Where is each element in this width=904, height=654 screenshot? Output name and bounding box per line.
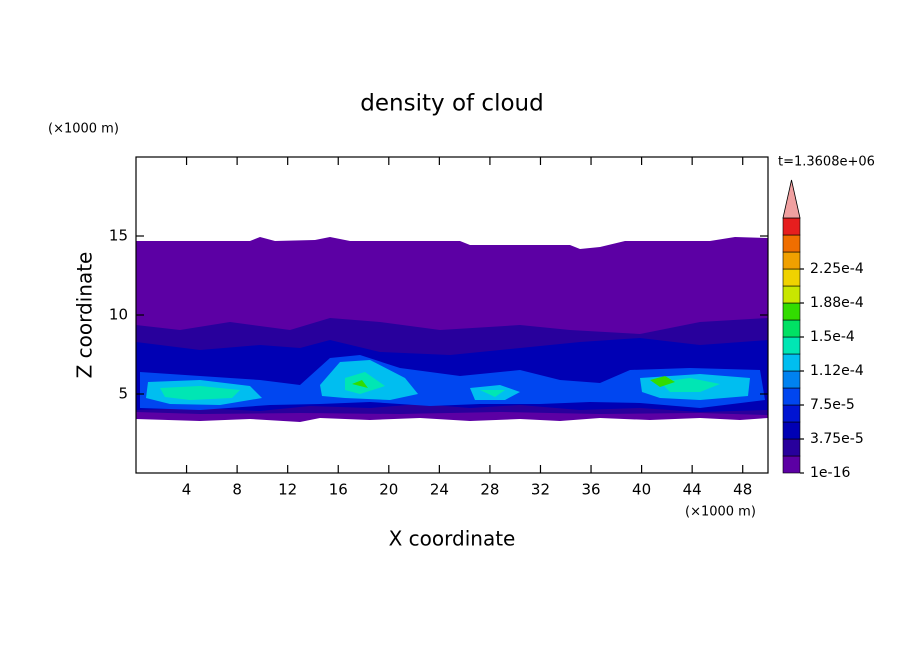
x-tick-label: 16 (329, 481, 348, 499)
colorbar-box (782, 421, 801, 440)
x-tick-label: 36 (581, 481, 600, 499)
contour-region (160, 372, 720, 400)
x-tick-label: 40 (632, 481, 651, 499)
y-tick-label: 5 (118, 385, 128, 403)
x-unit: (×1000 m) (685, 505, 756, 520)
colorbar-box (782, 217, 801, 236)
y-axis-title: Z coordinate (73, 252, 97, 379)
x-tick-label: 12 (278, 481, 297, 499)
colorbar-box (782, 387, 801, 406)
colorbar-box (782, 319, 801, 338)
colorbar-box (782, 336, 801, 355)
contour-field (136, 237, 768, 422)
colorbar-extend (782, 179, 801, 219)
colorbar-label: 1.12e-4 (810, 363, 864, 379)
colorbar-label: 7.5e-5 (810, 397, 855, 413)
colorbar-label: 1.88e-4 (810, 295, 864, 311)
x-tick-label: 44 (683, 481, 702, 499)
contour-region (146, 360, 750, 405)
colorbar-box (782, 370, 801, 389)
x-tick-label: 4 (182, 481, 192, 499)
colorbar-box (782, 268, 801, 287)
colorbar-label: 1e-16 (810, 465, 850, 481)
colorbar-box (782, 251, 801, 270)
colorbar: 1e-16 3.75e-5 7.5e-5 1.12e-4 1.5e-4 1.88e-4 2.… (782, 179, 864, 481)
colorbar-label: 3.75e-5 (810, 431, 864, 447)
colorbar-label: 1.5e-4 (810, 329, 855, 345)
x-tick-label: 32 (531, 481, 550, 499)
y-tick-label: 10 (109, 306, 128, 324)
time-label: t=1.3608e+06 (778, 155, 875, 170)
x-tick-label: 48 (733, 481, 752, 499)
colorbar-box (782, 302, 801, 321)
colorbar-box (782, 285, 801, 304)
x-tick-label: 28 (480, 481, 499, 499)
x-tick-label: 24 (430, 481, 449, 499)
y-tick-label: 15 (109, 227, 128, 245)
x-tick-label: 8 (232, 481, 242, 499)
colorbar-box (782, 353, 801, 372)
chart-title: density of cloud (360, 91, 543, 117)
colorbar-label: 2.25e-4 (810, 261, 864, 277)
colorbar-box (782, 438, 801, 457)
x-axis-title: X coordinate (389, 527, 516, 551)
colorbar-box (782, 234, 801, 253)
colorbar-box (782, 455, 801, 474)
contour-region (140, 355, 765, 410)
x-tick-label: 20 (379, 481, 398, 499)
y-unit: (×1000 m) (48, 122, 119, 137)
colorbar-box (782, 404, 801, 423)
